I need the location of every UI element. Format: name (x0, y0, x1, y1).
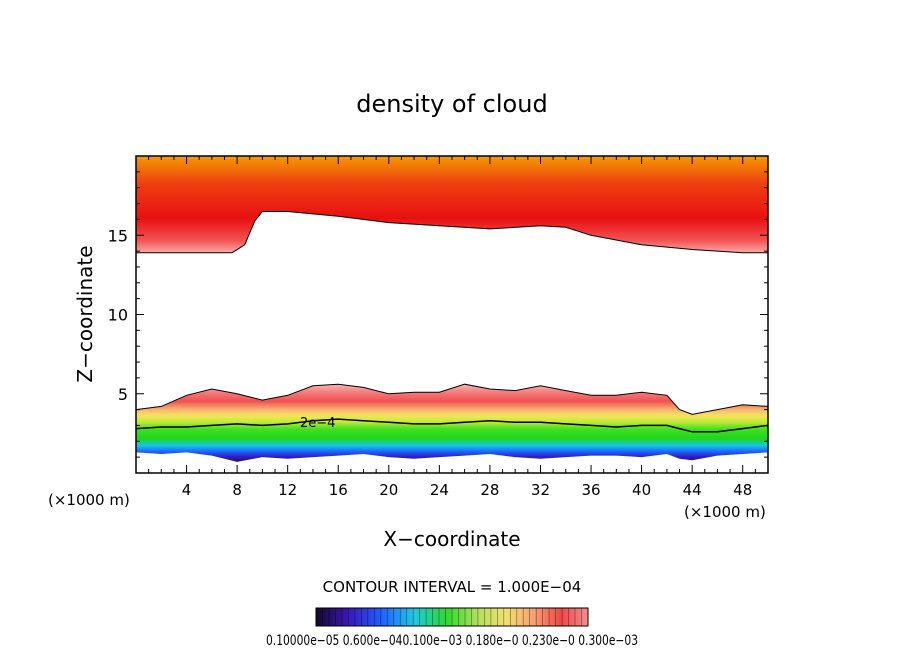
x-axis-label: X−coordinate (383, 527, 520, 551)
x-axis-ticks: 4 8 12 16 20 24 28 32 36 40 44 48 (148, 156, 756, 499)
contour-interval: CONTOUR INTERVAL = 1.000E−04 (323, 578, 582, 596)
x-tick-label: 44 (683, 481, 702, 499)
x-tick-label: 20 (379, 481, 398, 499)
upper-layer-outline (136, 211, 768, 254)
x-tick-label: 40 (632, 481, 651, 499)
plot-area: 2e−4 (136, 156, 768, 462)
y-tick-label: 10 (108, 306, 128, 325)
y-axis-ticks: 5 10 15 (108, 171, 768, 458)
chart-title: density of cloud (356, 90, 547, 118)
colorbar-tick-labels: 0.10000e−05 0.600e−040.100e−03 0.180e−0 … (266, 633, 638, 649)
x-tick-label: 16 (329, 481, 348, 499)
y-tick-label: 15 (108, 226, 128, 245)
lower-layer-outline (136, 383, 768, 415)
y-axis-label: Z−coordinate (73, 245, 97, 382)
contour-line-2e-4 (136, 418, 768, 433)
upper-cloud-layer (136, 156, 768, 253)
x-tick-label: 32 (531, 481, 550, 499)
x-tick-label: 36 (581, 481, 600, 499)
x-unit-right: (×1000 m) (684, 503, 766, 521)
x-tick-label: 12 (278, 481, 297, 499)
x-tick-label: 28 (480, 481, 499, 499)
x-tick-label: 48 (733, 481, 752, 499)
x-tick-label: 24 (430, 481, 449, 499)
y-tick-label: 5 (118, 385, 128, 404)
x-tick-label: 8 (232, 481, 242, 499)
colorbar-divisions (322, 608, 582, 626)
x-tick-label: 4 (182, 481, 192, 499)
x-unit-left: (×1000 m) (48, 491, 130, 509)
contour-label: 2e−4 (300, 416, 335, 431)
